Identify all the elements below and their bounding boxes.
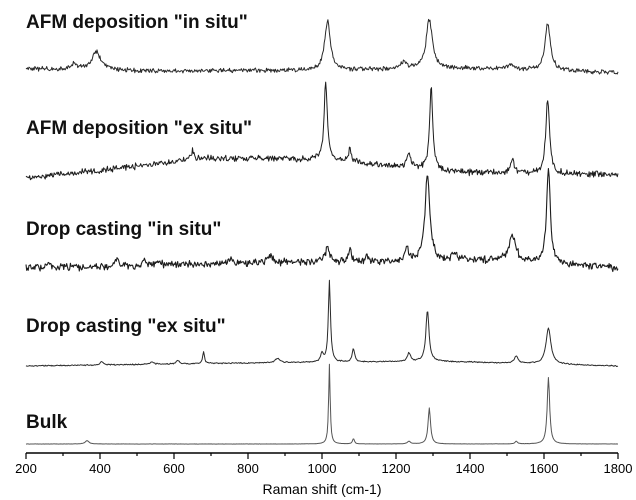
spectrum-line-3 bbox=[25, 167, 619, 273]
x-tick-label-1600: 1600 bbox=[530, 461, 559, 476]
x-tick-label-400: 400 bbox=[89, 461, 111, 476]
x-tick-label-1400: 1400 bbox=[456, 461, 485, 476]
spectrum-line-5 bbox=[25, 363, 618, 445]
x-tick-label-1000: 1000 bbox=[308, 461, 337, 476]
spectrum-line-4 bbox=[25, 279, 619, 367]
x-tick-label-1800: 1800 bbox=[604, 461, 633, 476]
x-tick-label-600: 600 bbox=[163, 461, 185, 476]
x-tick-label-200: 200 bbox=[15, 461, 37, 476]
spectrum-line-1 bbox=[25, 18, 619, 75]
series-label-afm-ex-situ: AFM deposition "ex situ" bbox=[26, 118, 252, 139]
series-label-afm-in-situ: AFM deposition "in situ" bbox=[26, 12, 248, 33]
x-tick-label-1200: 1200 bbox=[382, 461, 411, 476]
x-tick-label-800: 800 bbox=[237, 461, 259, 476]
series-labels: AFM deposition "in situ" AFM deposition … bbox=[26, 12, 252, 433]
series-label-drop-in-situ: Drop casting "in situ" bbox=[26, 219, 221, 240]
series-label-drop-ex-situ: Drop casting "ex situ" bbox=[26, 316, 226, 337]
series-label-bulk: Bulk bbox=[26, 412, 68, 433]
spectra-layer bbox=[25, 18, 619, 445]
x-axis-title: Raman shift (cm-1) bbox=[262, 481, 381, 497]
spectrum-line-2 bbox=[25, 81, 619, 181]
x-axis-ticks: 200 400 600 800 1000 1200 1400 1600 1800 bbox=[15, 453, 632, 476]
